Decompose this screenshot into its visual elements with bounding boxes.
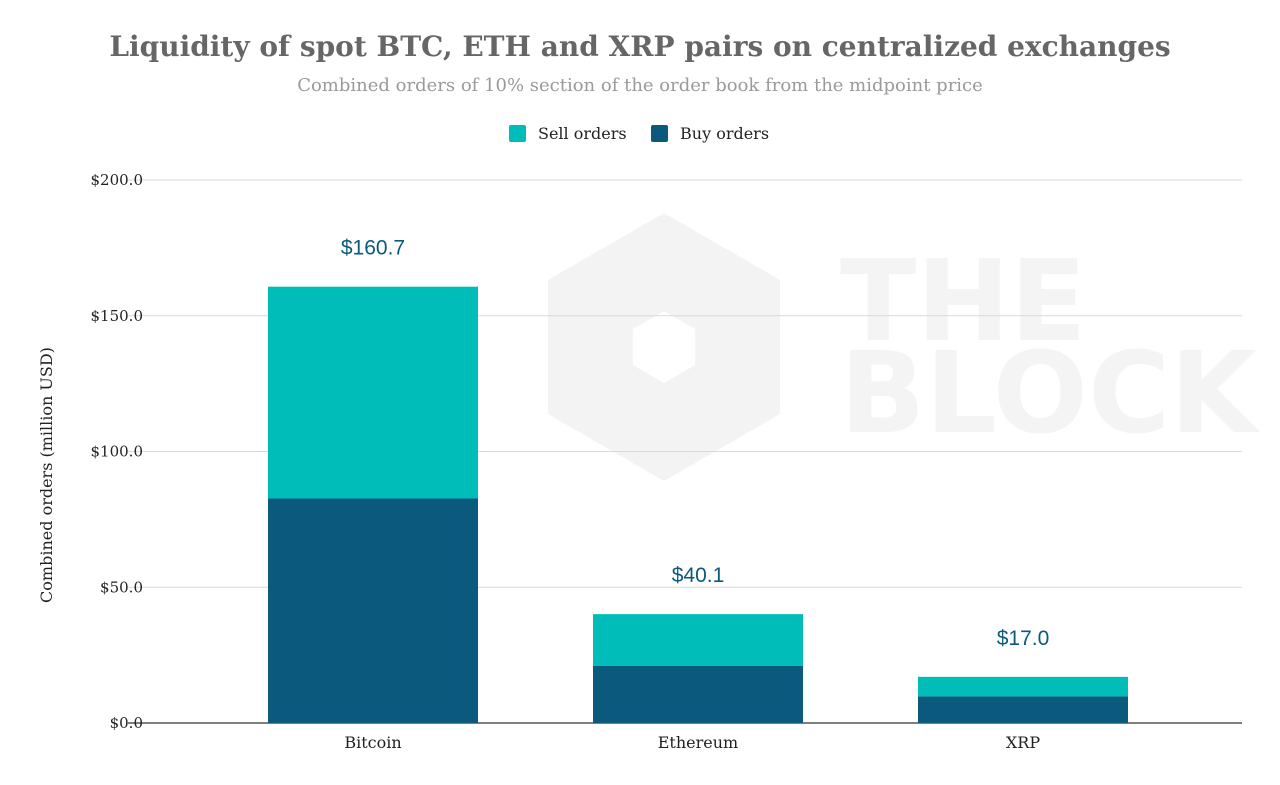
total-label-bitcoin: $160.7	[341, 237, 405, 260]
y-axis-ticks: $0.0 $50.0 $100.0 $150.0 $200.0	[91, 171, 144, 732]
bar-total-labels: $160.7 $40.1 $17.0	[341, 237, 1049, 650]
legend-swatch-buy-orders	[651, 125, 668, 142]
bar-bitcoin-buy-orders	[268, 498, 478, 723]
x-label-bitcoin: Bitcoin	[344, 733, 401, 752]
y-tick-label: $150.0	[91, 307, 144, 325]
bar-xrp-buy-orders	[918, 696, 1128, 723]
y-axis-title: Combined orders (million USD)	[37, 347, 56, 603]
bar-ethereum-sell-orders	[593, 614, 803, 666]
bars	[268, 286, 1128, 723]
y-tick-label: $0.0	[110, 714, 143, 732]
bar-bitcoin-sell-orders	[268, 286, 478, 499]
legend-label-buy-orders: Buy orders	[680, 124, 769, 143]
total-label-ethereum: $40.1	[672, 564, 725, 587]
bar-xrp-sell-orders	[918, 676, 1128, 697]
chart-title: Liquidity of spot BTC, ETH and XRP pairs…	[109, 30, 1171, 63]
y-tick-label: $50.0	[100, 578, 143, 596]
x-label-ethereum: Ethereum	[658, 733, 738, 752]
bar-ethereum-buy-orders	[593, 665, 803, 723]
watermark-text-line1: THE	[840, 237, 1087, 367]
legend-label-sell-orders: Sell orders	[538, 124, 627, 143]
watermark-text-line2: BLOCK	[840, 329, 1261, 459]
legend: Sell orders Buy orders	[509, 124, 769, 143]
x-axis-labels: Bitcoin Ethereum XRP	[344, 733, 1040, 752]
total-label-xrp: $17.0	[997, 627, 1050, 650]
y-tick-label: $200.0	[91, 171, 144, 189]
legend-swatch-sell-orders	[509, 125, 526, 142]
x-label-xrp: XRP	[1006, 733, 1040, 752]
chart-subtitle: Combined orders of 10% section of the or…	[297, 75, 983, 96]
y-tick-label: $100.0	[91, 443, 144, 461]
watermark-hexagon-core	[632, 311, 696, 383]
